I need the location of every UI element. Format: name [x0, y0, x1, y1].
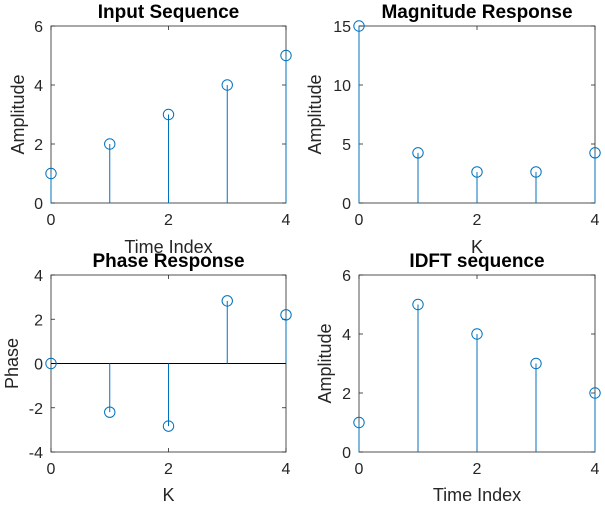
- stem-marker: [589, 147, 601, 159]
- y-tick-label: 0: [34, 357, 43, 374]
- subplot-4: 0 2 4 0 2 4 6 IDFT sequence Time Index Amplitude: [315, 251, 601, 505]
- x-axis-label: K: [162, 485, 174, 505]
- chart-title: IDFT sequence: [409, 251, 544, 272]
- stem-marker: [280, 309, 292, 321]
- y-axis-label: Phase: [2, 338, 22, 389]
- y-tick-label: 6: [342, 268, 351, 285]
- y-tick-label: 2: [34, 137, 43, 154]
- stem-marker: [221, 295, 233, 307]
- x-tick-label: 0: [47, 212, 56, 229]
- subplot-2: 0 2 4 0 5 10 15 Magnitude Response K Amplitude: [305, 2, 601, 257]
- y-axis-label: Amplitude: [305, 74, 325, 154]
- x-tick-label: 2: [473, 212, 482, 229]
- stem-marker: [162, 108, 175, 121]
- x-axis-label: Time Index: [124, 237, 212, 257]
- chart-title: Magnitude Response: [381, 2, 572, 23]
- stem-marker: [104, 406, 116, 418]
- y-tick-label: 0: [342, 196, 351, 213]
- stem-marker: [353, 20, 365, 32]
- x-tick-label: 2: [164, 461, 173, 478]
- subplot-3: 0 2 4 -4 -2 0 2 4 Phase Response K Phase: [2, 251, 292, 505]
- stem-marker: [162, 420, 175, 432]
- x-tick-label: 4: [591, 461, 600, 478]
- y-tick-label: 4: [342, 327, 351, 344]
- y-tick-label: 2: [34, 312, 43, 329]
- subplot-1: 0 2 4 0 2 4 6 Input Sequence Time Index Amplitude: [8, 2, 292, 257]
- y-tick-label: -4: [29, 445, 43, 462]
- y-axis-label: Amplitude: [8, 74, 28, 154]
- stem-marker: [221, 79, 233, 91]
- stem-marker: [530, 357, 542, 370]
- stem-marker: [45, 167, 57, 180]
- x-tick-label: 4: [591, 212, 600, 229]
- x-tick-label: 2: [473, 461, 482, 478]
- y-tick-label: 4: [34, 78, 43, 95]
- stem-marker: [45, 357, 57, 370]
- chart-title: Phase Response: [92, 251, 244, 272]
- y-tick-label: 10: [333, 78, 351, 95]
- stem-marker: [412, 298, 424, 311]
- y-tick-label: 6: [34, 19, 43, 36]
- chart-title: Input Sequence: [98, 2, 239, 23]
- stem-marker: [471, 328, 483, 340]
- stem-marker: [412, 147, 424, 159]
- y-tick-label: 4: [34, 268, 43, 285]
- stem-marker: [589, 387, 601, 399]
- x-tick-label: 4: [282, 461, 291, 478]
- stem-marker: [471, 166, 483, 178]
- stem-marker: [530, 166, 542, 178]
- y-axis-label: Amplitude: [315, 323, 335, 403]
- y-tick-label: 15: [333, 19, 351, 36]
- x-tick-label: 0: [355, 212, 364, 229]
- stem-marker: [104, 138, 116, 150]
- stem-marker: [280, 49, 292, 62]
- x-tick-label: 0: [47, 461, 56, 478]
- x-axis-label: K: [471, 237, 483, 257]
- x-tick-label: 0: [355, 461, 364, 478]
- y-tick-label: -2: [29, 401, 43, 418]
- y-tick-label: 0: [342, 445, 351, 462]
- x-tick-label: 4: [282, 212, 291, 229]
- x-axis-label: Time Index: [433, 485, 521, 505]
- y-tick-label: 2: [342, 386, 351, 403]
- stem-marker: [353, 416, 365, 429]
- y-tick-label: 5: [342, 137, 351, 154]
- x-tick-label: 2: [164, 212, 173, 229]
- y-tick-label: 0: [34, 196, 43, 213]
